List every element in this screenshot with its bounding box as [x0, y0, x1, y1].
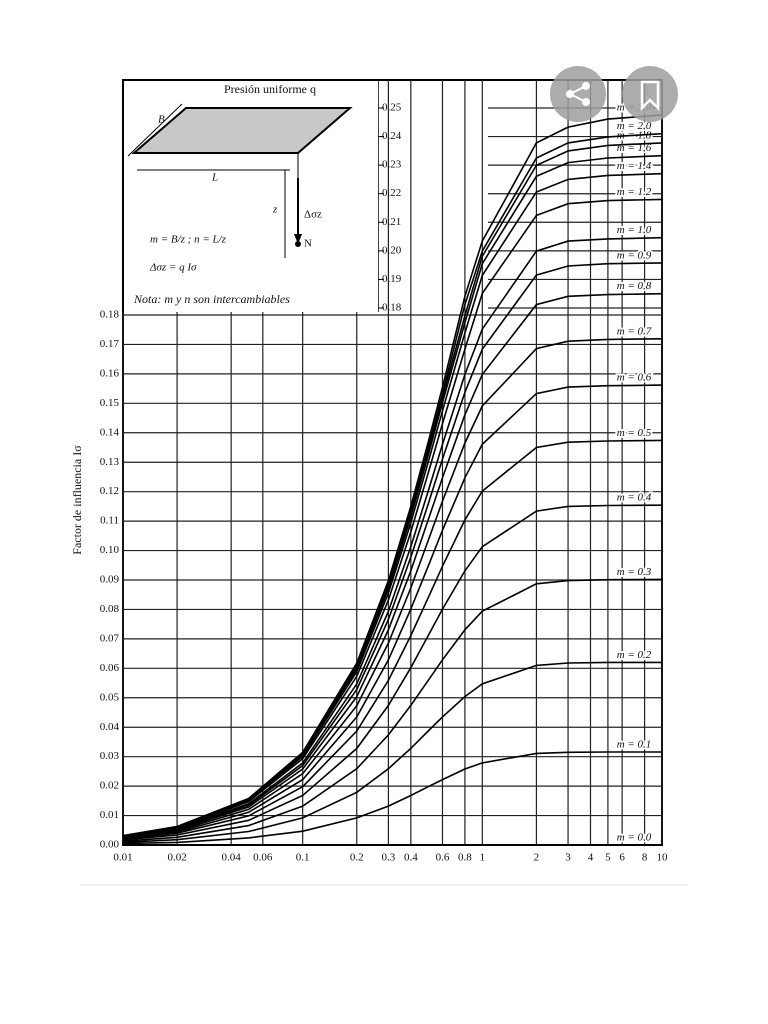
y2-tick-label: 0.20: [382, 244, 402, 256]
y-tick-label: 0.02: [100, 780, 119, 792]
curve: [122, 262, 663, 838]
inset-title: Presión uniforme q: [224, 82, 316, 96]
x-tick-label: 2: [534, 852, 540, 864]
inset-label: Δσz: [304, 209, 322, 221]
x-tick-label: 0.6: [436, 852, 450, 864]
legend-label: m = 0.6: [617, 372, 652, 384]
x-tick-label: 0.02: [167, 852, 186, 864]
y-tick-label: 0.15: [100, 397, 120, 409]
y-axis-label: Factor de influencia Iσ: [70, 445, 84, 555]
y-tick-label: 0.14: [100, 426, 120, 438]
y-tick-label: 0.17: [100, 338, 120, 350]
y-tick-label: 0.08: [100, 603, 120, 615]
plot: 0.01 0.02 0.04 0.06 0.1 0.2 0.3 0.4 0.6 0.8 1 2 3 4 5 6…: [100, 79, 669, 864]
x-tick-label: 10: [657, 852, 669, 864]
bookmark-button[interactable]: [622, 66, 678, 122]
y-tick-label: 0.16: [100, 367, 120, 379]
curve: [122, 661, 662, 844]
share-button[interactable]: [550, 66, 606, 122]
inset-diagram: Presión uniforme q B L z Δσz N m = B/z ;…: [124, 81, 378, 312]
x-tick-label: 4: [588, 852, 594, 864]
y2-tick-label: 0.22: [382, 187, 401, 199]
curve: [122, 198, 663, 838]
y-tick-label: 0.11: [100, 515, 119, 527]
y-tick-label: 0.07: [100, 632, 120, 644]
arrow-head: [294, 234, 302, 244]
inset-note: Nota: m y n son intercambiables: [133, 292, 290, 306]
legend-label: m = 0.7: [617, 325, 652, 337]
y-tick-label: 0.00: [100, 839, 120, 851]
share-icon-bg[interactable]: [550, 66, 606, 122]
curve: [122, 439, 663, 840]
y-tick-label: 0.05: [100, 691, 120, 703]
legend-label: m = 0.0: [617, 832, 652, 844]
legend-label: m = 0.8: [617, 280, 652, 292]
x-tick-label: 3: [565, 852, 571, 864]
legend-label: m = 2.0: [617, 120, 652, 132]
curve: [122, 292, 663, 839]
x-tick-label: 0.2: [350, 852, 364, 864]
bookmark-icon-bg[interactable]: [622, 66, 678, 122]
y2-tick-label: 0.19: [382, 273, 402, 285]
legend-label: m = 1.4: [617, 160, 652, 172]
x-tick-label: 0.4: [404, 852, 418, 864]
curve: [122, 338, 663, 839]
inset-formula: m = B/z ; n = L/z: [150, 234, 227, 246]
share-icon: [567, 85, 587, 103]
inset-label: B: [158, 114, 165, 126]
point-n: [295, 241, 301, 247]
legend-label: m = 0.1: [617, 738, 652, 750]
x-tick-label: 0.3: [382, 852, 396, 864]
curve: [122, 751, 662, 845]
legend-label: m = 1.2: [617, 186, 652, 198]
x-tick-label: 6: [619, 852, 625, 864]
y2-tick-label: 0.25: [382, 102, 402, 114]
y-tick-label: 0.10: [100, 544, 120, 556]
bookmark-icon: [640, 80, 660, 112]
inset-label: z: [272, 204, 278, 216]
x-tick-label: 8: [642, 852, 648, 864]
curve: [122, 384, 663, 840]
legend-label: m = 0.4: [617, 492, 652, 504]
curve: [122, 236, 663, 838]
curve: [122, 504, 663, 841]
inset-formula: Δσz = q Iσ: [149, 262, 197, 274]
legend-label: m = 1.0: [617, 224, 652, 236]
y2-tick-label: 0.21: [382, 216, 401, 228]
y-tick-label: 0.12: [100, 485, 119, 497]
curve: [122, 114, 663, 837]
y-tick-label: 0.06: [100, 662, 120, 674]
x-tick-label: 0.04: [222, 852, 242, 864]
x-tick-label: 5: [605, 852, 611, 864]
y-tick-label: 0.09: [100, 574, 120, 586]
legend-label: m = 0.3: [617, 566, 652, 578]
x-tick-label: 0.1: [296, 852, 310, 864]
inset-label: L: [211, 172, 218, 184]
legend-label: m = 0.5: [617, 427, 652, 439]
dim-line: [127, 103, 183, 157]
legend-label: m = 0.9: [617, 249, 652, 261]
x-tick-label: 0.01: [113, 852, 132, 864]
x-tick-label: 1: [480, 852, 486, 864]
y-tick-label: 0.04: [100, 721, 120, 733]
legend-label: m = 0.2: [617, 649, 652, 661]
y2-tick-label: 0.24: [382, 130, 402, 142]
y-tick-label: 0.13: [100, 456, 120, 468]
x-tick-label: 0.06: [253, 852, 273, 864]
y2-tick-label: 0.18: [382, 302, 402, 314]
inset-label: N: [304, 238, 312, 250]
y-tick-label: 0.18: [100, 309, 120, 321]
y-tick-label: 0.01: [100, 809, 119, 821]
curve: [122, 578, 663, 842]
y2-tick-label: 0.23: [382, 159, 402, 171]
x-tick-label: 0.8: [458, 852, 472, 864]
y-tick-label: 0.03: [100, 750, 120, 762]
